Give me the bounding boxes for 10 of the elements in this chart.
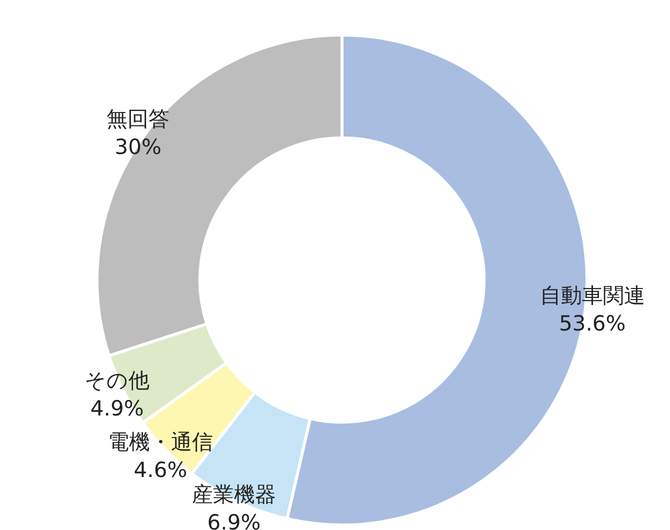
slice-label: 産業機器 xyxy=(192,482,276,507)
data-label: 53.6% xyxy=(559,311,626,336)
slice-label: 電機・通信 xyxy=(108,430,213,454)
slice-label: 無回答 xyxy=(106,106,170,131)
data-label: 6.9% xyxy=(207,510,261,530)
data-label: 30% xyxy=(114,134,162,159)
slice-label: 自動車関連 xyxy=(540,283,645,308)
data-label: 4.9% xyxy=(90,396,144,421)
slice-label: その他 xyxy=(84,368,150,393)
data-label: 4.6% xyxy=(134,458,188,482)
